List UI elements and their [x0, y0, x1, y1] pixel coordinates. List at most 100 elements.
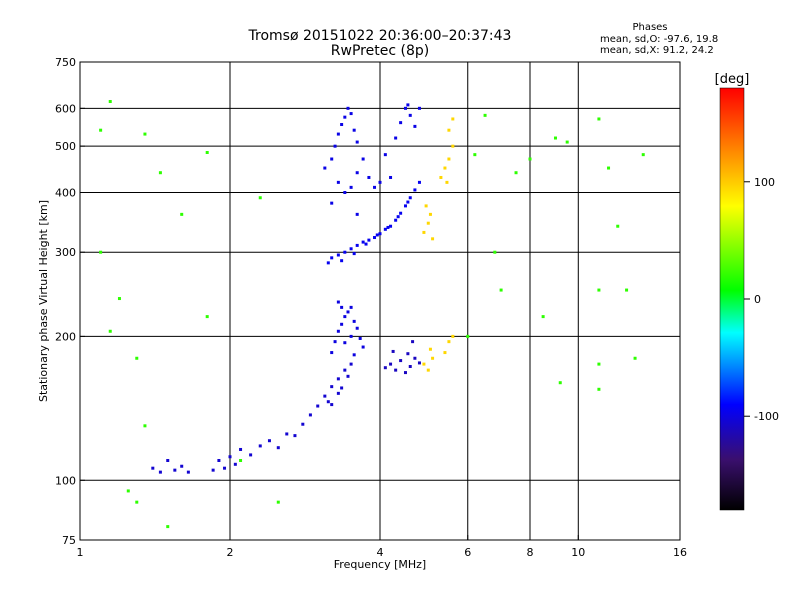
x-tick-label: 1 [77, 546, 84, 559]
data-point [413, 356, 417, 360]
data-point [343, 315, 347, 319]
data-point [336, 180, 340, 184]
data-point [135, 500, 139, 504]
data-point [158, 171, 162, 175]
data-point [428, 347, 432, 351]
data-point [408, 196, 412, 200]
data-point [394, 218, 398, 222]
y-axis-ticks: 75 100 200 300 400 500 600 750 [55, 56, 85, 547]
data-point [406, 352, 410, 356]
data-point [349, 362, 353, 366]
data-point [447, 157, 451, 161]
x-tick-label: 10 [571, 546, 585, 559]
data-point [349, 247, 353, 251]
data-point [349, 334, 353, 338]
data-point [389, 362, 393, 366]
data-point [346, 374, 350, 378]
data-point [330, 351, 334, 355]
data-point [375, 233, 379, 237]
data-point [417, 361, 421, 365]
data-point [108, 100, 112, 104]
data-point [408, 113, 412, 117]
data-point [403, 204, 407, 208]
data-point [355, 326, 359, 330]
data-point [336, 132, 340, 136]
data-point [135, 356, 139, 360]
data-point [336, 300, 340, 304]
data-point [346, 106, 350, 110]
y-tick-label: 200 [55, 330, 76, 343]
data-point [343, 368, 347, 372]
y-tick-label: 400 [55, 186, 76, 199]
y-tick-label: 600 [55, 102, 76, 115]
data-point [565, 140, 569, 144]
data-point [340, 386, 344, 390]
data-point [386, 225, 390, 229]
data-point [597, 362, 601, 366]
data-point [616, 224, 620, 228]
colorbar-label: [deg] [715, 72, 750, 87]
data-point [361, 345, 365, 349]
data-point [403, 371, 407, 375]
data-point [333, 144, 337, 148]
colorbar-ticks: 100 0 -100 [744, 176, 779, 423]
data-point [367, 175, 371, 179]
data-point [186, 470, 190, 474]
data-point [180, 212, 184, 216]
x-tick-label: 6 [464, 546, 471, 559]
data-point [447, 340, 451, 344]
data-point [413, 188, 417, 192]
data-point [340, 305, 344, 309]
data-point [443, 351, 447, 355]
data-point [117, 297, 121, 301]
data-point [403, 106, 407, 110]
phase-box-heading: Phases [632, 22, 667, 33]
data-point [399, 359, 403, 363]
data-point [233, 462, 237, 466]
y-tick-label: 750 [55, 56, 76, 69]
data-point [336, 329, 340, 333]
data-point [541, 315, 545, 319]
data-point [352, 353, 356, 357]
data-point [597, 387, 601, 391]
data-point [473, 153, 477, 157]
chart-title: Tromsø 20151022 20:36:00–20:37:43 [248, 28, 512, 44]
data-point [330, 201, 334, 205]
x-tick-label: 4 [377, 546, 384, 559]
phase-box-line-o: mean, sd,O: -97.6, 19.8 [600, 34, 718, 45]
data-point [108, 329, 112, 333]
data-point [394, 136, 398, 140]
data-point [355, 212, 359, 216]
data-point [408, 364, 412, 368]
data-point [413, 124, 417, 128]
data-point [451, 144, 455, 148]
data-point [383, 227, 387, 231]
y-tick-label: 100 [55, 474, 76, 487]
data-point [389, 175, 393, 179]
data-point [493, 250, 497, 254]
data-point [301, 422, 305, 426]
data-point [417, 106, 421, 110]
data-point [330, 256, 334, 260]
data-point [346, 310, 350, 314]
data-point [340, 259, 344, 263]
data-point [625, 288, 629, 292]
data-point [361, 157, 365, 161]
data-point [641, 153, 645, 157]
data-point [411, 340, 415, 344]
data-point [439, 175, 443, 179]
data-point [258, 196, 262, 200]
data-point [426, 368, 430, 372]
data-point [211, 468, 215, 472]
x-tick-label: 16 [673, 546, 687, 559]
data-point [343, 341, 347, 345]
data-point [447, 128, 451, 132]
colorbar [719, 87, 745, 511]
data-point [364, 242, 368, 246]
data-point [143, 424, 147, 428]
x-tick-label: 8 [527, 546, 534, 559]
colorbar-tick-label: -100 [754, 410, 779, 423]
data-point [499, 288, 503, 292]
data-point [349, 112, 353, 116]
